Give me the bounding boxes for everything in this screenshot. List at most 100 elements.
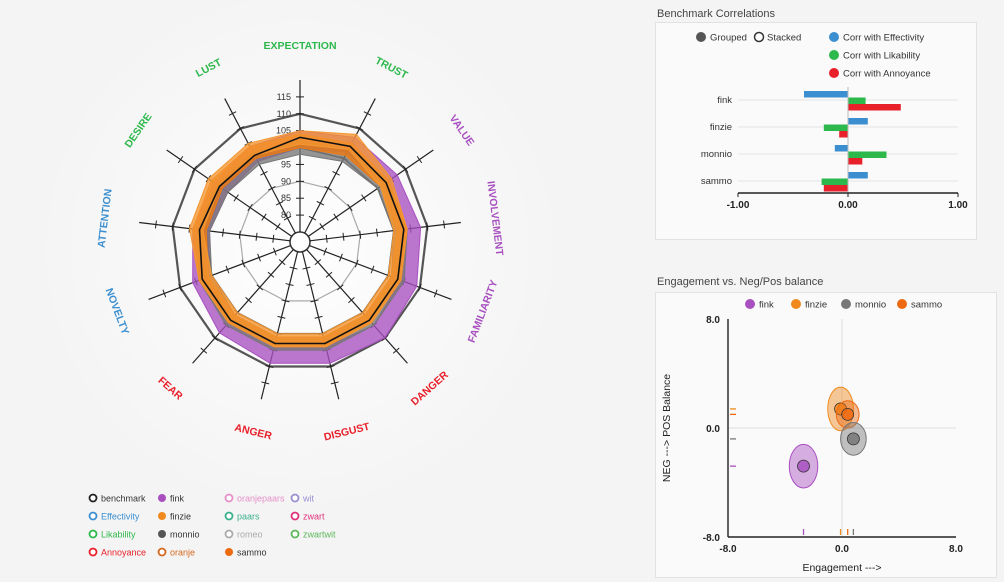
radar-spoke: [224, 98, 296, 234]
legend-ring-zwartwit: [290, 529, 300, 539]
corr-bar-monnio-2: [848, 158, 863, 165]
radar-tick: [418, 283, 422, 292]
radar-tick: [272, 234, 275, 243]
correlations-panel: Grouped Stacked Corr with Effectivity Corr …: [655, 22, 977, 240]
radar-tick: [275, 223, 281, 231]
legend-label: benchmark: [101, 494, 146, 504]
corr-bar-fink-2: [848, 104, 901, 111]
radar-spoke: [301, 251, 340, 400]
radar-tick: [261, 213, 267, 221]
scatter-legend-label: finzie: [805, 300, 827, 311]
radar-tick: [285, 283, 294, 286]
scatter-x-tick-label: 0.0: [835, 544, 849, 555]
radar-tick: [211, 334, 219, 342]
radar-tick: [363, 111, 372, 116]
scatter-legend-label: fink: [759, 300, 774, 311]
radar-tick: [402, 165, 409, 173]
legend-label: zwart: [303, 512, 325, 522]
legend-label: oranje: [170, 548, 195, 558]
radar-tick: [162, 289, 167, 298]
radar-benchmark-line: [198, 136, 405, 345]
radar-tick: [348, 297, 355, 304]
scatter-title: Engagement vs. Neg/Pos balance: [657, 276, 824, 288]
radar-tick: [238, 230, 241, 239]
radar-spoke: [260, 251, 299, 400]
legend-dot-monnio: [158, 530, 166, 538]
radar-tick: [177, 155, 184, 164]
mode-stacked-radio[interactable]: [753, 31, 765, 43]
radar-spoke: [148, 244, 291, 301]
radar-tick: [316, 200, 325, 206]
scatter-chart: fink finzie monnio sammo 8.0 0.0 -8.0-8.0 0.0 8.…: [661, 299, 963, 574]
legend-ring-zwart: [290, 511, 300, 521]
radar-tick: [268, 185, 276, 191]
radar-tick: [222, 228, 224, 237]
radar-tick: [310, 299, 319, 303]
radar-series-layer: [188, 130, 422, 364]
radar-tick: [154, 220, 157, 229]
radar-tick: [289, 266, 298, 270]
corr-bar-sammo-1: [821, 178, 848, 185]
radar-tick: [354, 259, 359, 268]
radar-tick: [178, 283, 182, 292]
legend-dot-finzie: [158, 512, 166, 520]
radar-tick: [260, 171, 268, 176]
corr-x-tick-label: -1.00: [727, 200, 750, 211]
corr-legend-label: Corr with Annoyance: [843, 69, 931, 80]
radar-spoke: [192, 249, 294, 364]
legend-label: Annoyance: [101, 548, 146, 558]
radar-spoke: [309, 221, 461, 242]
radar-tick: [278, 259, 286, 266]
radar-spoke: [307, 149, 434, 237]
legend-label: fink: [170, 494, 185, 504]
mode-stacked-label: Stacked: [767, 33, 801, 44]
radar-spoke: [166, 149, 293, 237]
radar-tick: [281, 299, 290, 303]
corr-category-label: finzie: [710, 122, 732, 133]
radar-tick: [359, 230, 362, 239]
legend-label: finzie: [170, 512, 191, 522]
scatter-x-tick-label: -8.0: [719, 544, 737, 555]
radar-tick: [336, 284, 344, 291]
radar-legend: benchmark Effectivity Likability Annoyance f…: [88, 493, 336, 558]
radar-tick: [314, 259, 322, 266]
radar-tick: [245, 297, 252, 304]
legend-label: paars: [237, 512, 260, 522]
radar-spoke: [139, 221, 291, 242]
scatter-point-fink: [797, 459, 810, 473]
radar-scale-label: 105: [276, 126, 291, 136]
radar-tick: [443, 220, 446, 229]
legend-ring-Annoyance: [88, 547, 98, 557]
radar-tick: [228, 111, 237, 116]
corr-bar-sammo-2: [823, 185, 848, 192]
legend-label: Likability: [101, 530, 136, 540]
radar-scale-label: 85: [281, 193, 291, 203]
scatter-panel: fink finzie monnio sammo 8.0 0.0 -8.0 -8.0 0.0 8.…: [655, 292, 997, 578]
radar-tick: [325, 271, 333, 278]
radar-tick: [191, 165, 198, 173]
radar-tick: [319, 223, 325, 231]
radar-scale-label: 90: [281, 176, 291, 186]
scatter-legend-dot: [745, 299, 755, 309]
legend-ring-wit: [290, 493, 300, 503]
legend-label: Effectivity: [101, 512, 140, 522]
radar-tick: [265, 365, 274, 368]
corr-bar-fink-1: [848, 97, 866, 104]
legend-dot-sammo: [225, 548, 233, 556]
radar-tick: [256, 284, 264, 291]
scatter-point-sammo: [841, 407, 855, 421]
legend-label: sammo: [237, 548, 267, 558]
corr-legend-dot: [829, 68, 839, 78]
radar-tick: [333, 213, 339, 221]
radar-tick: [326, 365, 335, 368]
mode-grouped-radio[interactable]: [696, 32, 706, 42]
radar-tick: [314, 315, 323, 319]
radar-tick: [275, 200, 284, 206]
corr-x-tick-label: 1.00: [948, 200, 968, 211]
radar-axis-label: EXPECTATION: [263, 40, 336, 52]
corr-x-tick-label: 0.00: [838, 200, 858, 211]
legend-ring-Effectivity: [88, 511, 98, 521]
corr-bar-monnio-0: [834, 145, 848, 152]
scatter-y-tick-label: 0.0: [706, 424, 720, 435]
radar-tick: [324, 185, 332, 191]
